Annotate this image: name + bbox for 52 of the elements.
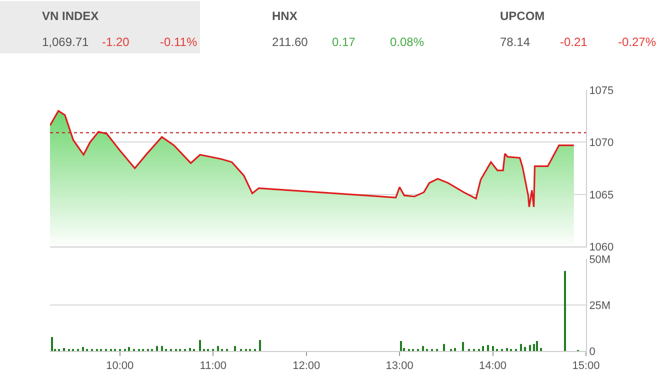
bar xyxy=(443,344,445,351)
bar xyxy=(506,348,508,351)
bar xyxy=(156,346,158,351)
bar xyxy=(540,348,542,351)
x-tick-label: 15:00 xyxy=(572,360,600,372)
text: -0.27% xyxy=(618,35,656,49)
text: HNX xyxy=(272,9,298,23)
bar xyxy=(259,340,261,351)
bar xyxy=(492,346,494,351)
bar xyxy=(536,341,538,351)
x-tick-label: 14:00 xyxy=(479,360,507,372)
bar xyxy=(82,347,84,351)
bar xyxy=(454,348,456,351)
text: 1,069.71 xyxy=(42,35,90,49)
text: UPCOM xyxy=(500,9,545,23)
bar xyxy=(524,347,526,351)
x-tick-label: 12:00 xyxy=(292,360,320,372)
bar xyxy=(564,271,566,351)
bar xyxy=(487,345,489,351)
bar xyxy=(533,344,535,351)
text: -0.21 xyxy=(560,35,588,49)
y-tick-label: 1065 xyxy=(589,189,614,202)
bar xyxy=(400,341,402,351)
bar xyxy=(189,348,191,351)
x-tick-label: 13:00 xyxy=(386,360,414,372)
y-tick-label: 50M xyxy=(589,254,611,266)
bar xyxy=(234,346,236,351)
y-tick-label: 0 xyxy=(589,346,596,358)
y-tick-label: 1075 xyxy=(589,84,614,97)
bar xyxy=(217,346,219,351)
text: 0.17 xyxy=(332,35,356,49)
y-tick-label: 1060 xyxy=(589,241,614,254)
bar xyxy=(482,346,484,351)
bar xyxy=(128,347,130,351)
bar xyxy=(63,348,65,351)
bar xyxy=(529,345,531,351)
x-tick-label: 10:00 xyxy=(106,360,134,372)
text: VN INDEX xyxy=(42,9,99,23)
text: 78.14 xyxy=(500,35,530,49)
text: -0.11% xyxy=(160,35,198,49)
text: 211.60 xyxy=(272,35,308,49)
x-tick-label: 11:00 xyxy=(200,360,226,372)
bar xyxy=(51,337,53,351)
text: -1.20 xyxy=(102,35,130,49)
bar xyxy=(520,344,522,351)
bar xyxy=(161,346,163,351)
bar xyxy=(199,340,201,351)
text: 0.08% xyxy=(390,35,424,49)
y-tick-label: 1070 xyxy=(589,137,614,150)
y-tick-label: 25M xyxy=(589,300,611,312)
bar xyxy=(462,342,464,351)
bar xyxy=(422,346,424,351)
